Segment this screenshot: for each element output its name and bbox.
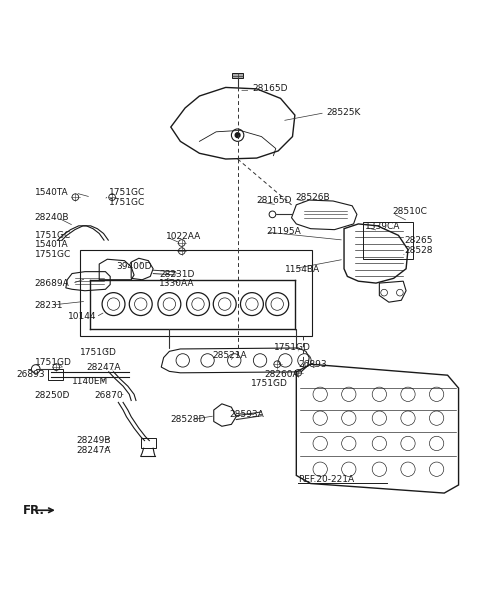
Bar bbox=[48, 368, 63, 381]
Text: 28526B: 28526B bbox=[295, 193, 329, 202]
Text: 1751GC: 1751GC bbox=[109, 188, 145, 198]
Text: 1751GC: 1751GC bbox=[35, 231, 71, 240]
Text: 28231: 28231 bbox=[35, 300, 63, 310]
Text: 1339CA: 1339CA bbox=[365, 222, 400, 231]
Text: 28528: 28528 bbox=[405, 245, 433, 255]
Text: 28165D: 28165D bbox=[252, 84, 288, 94]
Text: 28528D: 28528D bbox=[171, 415, 206, 424]
Text: 1540TA: 1540TA bbox=[35, 188, 69, 198]
Text: 28250D: 28250D bbox=[35, 391, 70, 400]
Text: 1751GC: 1751GC bbox=[35, 250, 71, 259]
Bar bbox=[363, 222, 413, 259]
Text: 1330AA: 1330AA bbox=[159, 279, 194, 288]
Text: 28240B: 28240B bbox=[35, 213, 69, 222]
Text: 28689A: 28689A bbox=[35, 279, 70, 288]
Text: 1751GD: 1751GD bbox=[251, 379, 288, 388]
Text: 28247A: 28247A bbox=[86, 362, 121, 371]
Text: 28165D: 28165D bbox=[257, 196, 292, 204]
Bar bbox=[141, 438, 156, 448]
Text: 28249B: 28249B bbox=[77, 436, 111, 445]
Text: 26870: 26870 bbox=[95, 391, 123, 400]
Text: 39400D: 39400D bbox=[116, 263, 151, 271]
Text: 28247A: 28247A bbox=[77, 446, 111, 455]
Text: 10144: 10144 bbox=[68, 313, 96, 321]
Text: 1751GD: 1751GD bbox=[35, 358, 72, 367]
Text: 21195A: 21195A bbox=[266, 226, 301, 236]
Bar bbox=[232, 73, 243, 78]
Text: 28525K: 28525K bbox=[326, 108, 360, 118]
Text: 1154BA: 1154BA bbox=[285, 265, 321, 274]
Text: FR.: FR. bbox=[23, 504, 45, 517]
Text: 28260A: 28260A bbox=[265, 370, 300, 379]
Text: 28510C: 28510C bbox=[393, 207, 428, 217]
Text: 28231D: 28231D bbox=[159, 269, 194, 278]
Text: 28521A: 28521A bbox=[212, 351, 247, 360]
Text: 1022AA: 1022AA bbox=[166, 233, 201, 241]
Text: 1751GC: 1751GC bbox=[109, 198, 145, 207]
Text: 26893: 26893 bbox=[17, 370, 45, 379]
Text: 1751GD: 1751GD bbox=[275, 343, 311, 353]
Circle shape bbox=[235, 133, 240, 138]
Text: 1540TA: 1540TA bbox=[35, 241, 69, 250]
Bar bbox=[80, 250, 312, 335]
Text: REF.20-221A: REF.20-221A bbox=[298, 475, 354, 483]
Text: 28265: 28265 bbox=[405, 236, 433, 245]
Text: 28593A: 28593A bbox=[229, 410, 264, 419]
Text: 1140EM: 1140EM bbox=[72, 377, 108, 386]
Text: 1751GD: 1751GD bbox=[80, 348, 117, 357]
Text: 26893: 26893 bbox=[298, 360, 327, 369]
